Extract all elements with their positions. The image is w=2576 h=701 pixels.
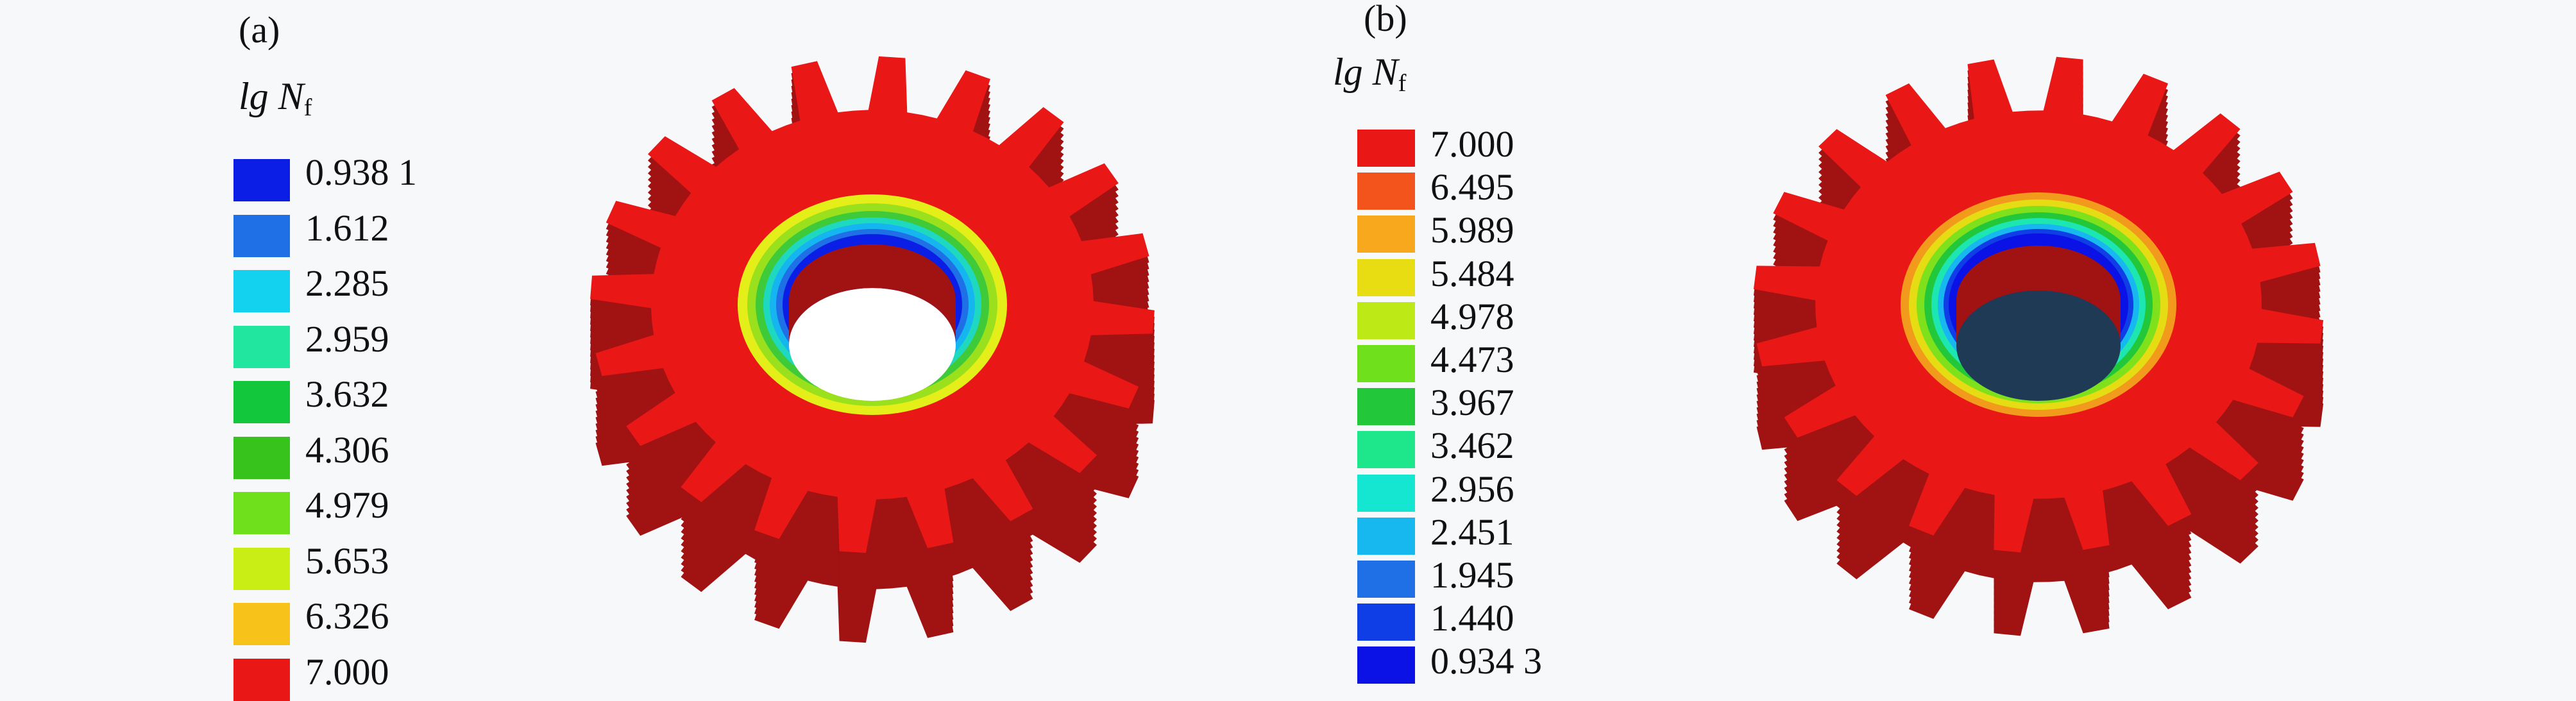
- panel-a-legend-swatch: [233, 436, 290, 479]
- panel-a: (a) lg Nf 0.938 1 1.612 2.285 2.959 3.632 4.3…: [0, 0, 1288, 701]
- panel-b-legend-value: 2.451: [1430, 511, 1514, 553]
- panel-a-label: (a): [239, 9, 280, 51]
- panel-a-legend-value: 5.653: [305, 539, 389, 582]
- panel-a-legend-value: 6.326: [305, 595, 389, 637]
- panel-b-legend-value: 5.989: [1430, 209, 1514, 251]
- panel-b-legend-value: 0.934 3: [1430, 640, 1542, 682]
- bore-inner-wall: [1956, 246, 2121, 346]
- panel-b-legend-symbol: lg N: [1333, 51, 1398, 93]
- panel-b-legend-swatch: [1357, 130, 1415, 167]
- panel-b-legend-swatch: [1357, 474, 1415, 512]
- panel-b-legend-swatch: [1357, 561, 1415, 598]
- panel-b: (b) lg Nf 7.000 6.495 5.989 5.484 4.978 4.473…: [1288, 0, 2576, 684]
- panel-b-legend-value: 2.956: [1430, 468, 1514, 510]
- panel-a-legend-value: 1.612: [305, 207, 389, 249]
- panel-b-legend-value: 3.967: [1430, 382, 1514, 424]
- panel-b-legend-value: 5.484: [1430, 252, 1514, 294]
- panel-a-legend-swatch: [233, 159, 290, 201]
- panel-a-legend-swatch: [233, 547, 290, 590]
- panel-b-label: (b): [1364, 0, 1407, 39]
- panel-a-legend-swatch: [233, 325, 290, 368]
- panel-b-legend-swatch: [1357, 258, 1415, 296]
- panel-a-legend-subscript: f: [303, 94, 312, 121]
- panel-a-legend-swatch: [233, 270, 290, 312]
- panel-a-legend-value: 3.632: [305, 373, 389, 415]
- panel-b-legend-swatch: [1357, 215, 1415, 253]
- gear-bore: [1956, 291, 2121, 401]
- panel-a-legend-value: 0.938 1: [305, 151, 417, 193]
- panel-b-legend-value: 1.945: [1430, 554, 1514, 596]
- panel-b-legend-value: 4.473: [1430, 339, 1514, 380]
- panel-b-legend-swatch: [1357, 301, 1415, 339]
- panel-b-legend-value: 3.462: [1430, 425, 1514, 467]
- panel-a-legend-value: 4.979: [305, 484, 389, 526]
- panel-b-legend-swatch: [1357, 173, 1415, 210]
- panel-a-legend-swatch: [233, 492, 290, 534]
- panel-b-legend-value: 6.495: [1430, 166, 1514, 208]
- panel-a-legend-swatch: [233, 214, 290, 257]
- panel-b-legend-swatch: [1357, 646, 1415, 684]
- panel-a-legend-value: 7.000: [305, 650, 389, 693]
- panel-b-legend-subscript: f: [1398, 70, 1407, 97]
- panel-b-legend-value: 1.440: [1430, 597, 1514, 639]
- panel-b-legend-swatch: [1357, 345, 1415, 382]
- panel-a-legend-swatch: [233, 381, 290, 423]
- panel-b-legend-title: lg Nf: [1333, 53, 1406, 96]
- panel-b-legend-swatch: [1357, 388, 1415, 426]
- gear-b-contour-plot: [1753, 56, 2324, 636]
- panel-a-legend-symbol: lg N: [239, 75, 304, 117]
- bore-inner-wall: [789, 244, 956, 344]
- panel-b-legend-swatch: [1357, 431, 1415, 469]
- panel-b-legend-value: 7.000: [1430, 123, 1514, 165]
- panel-b-legend-swatch: [1357, 604, 1415, 641]
- gear-bore: [789, 288, 956, 401]
- panel-a-legend-value: 2.959: [305, 317, 389, 360]
- panel-a-legend-swatch: [233, 658, 290, 701]
- panel-a-legend-value: 4.306: [305, 428, 389, 471]
- panel-b-legend-value: 4.978: [1430, 295, 1514, 337]
- panel-a-legend-value: 2.285: [305, 262, 389, 304]
- panel-b-legend-swatch: [1357, 517, 1415, 555]
- gear-a-contour-plot: [590, 56, 1155, 643]
- panel-a-legend-title: lg Nf: [239, 77, 312, 120]
- panel-a-legend-swatch: [233, 603, 290, 645]
